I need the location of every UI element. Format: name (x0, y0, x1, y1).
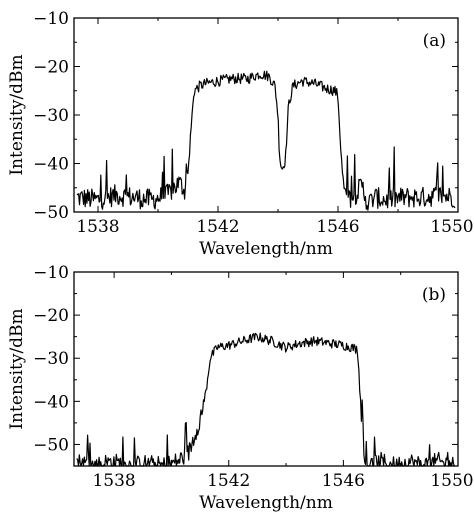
series-line (76, 332, 456, 467)
plot-frame (73, 17, 459, 213)
x-tick-label: 1538 (92, 471, 135, 491)
panel-a: −10 −20 −30 −40 −50 1538 1542 1546 1550 Wavelengt… (7, 9, 474, 259)
x-axis-label: Wavelength/nm (199, 493, 333, 513)
y-tick-label: −40 (33, 155, 69, 175)
x-tick-label: 1542 (207, 471, 250, 491)
x-tick-label: 1550 (430, 471, 473, 491)
y-tick-label: −50 (33, 203, 69, 223)
plot-frame (73, 271, 459, 467)
y-tick-label: −10 (33, 9, 69, 29)
panel-label: (a) (423, 31, 446, 51)
panel-b: −10 −20 −30 −40 −50 1538 1542 1546 1550 Wavelengt… (7, 263, 474, 513)
y-axis-label: Intensity/dBm (7, 308, 27, 429)
y-tick-label: −10 (33, 263, 69, 283)
series-line (76, 70, 456, 211)
panel-label: (b) (422, 285, 446, 305)
y-tick-label: −30 (33, 349, 69, 369)
y-tick-label: −40 (33, 392, 69, 412)
y-tick-label: −20 (33, 58, 69, 78)
x-tick-label: 1546 (316, 217, 359, 237)
x-tick-label: 1538 (76, 217, 119, 237)
y-axis-label: Intensity/dBm (7, 54, 27, 175)
x-tick-label: 1550 (430, 217, 473, 237)
y-tick-label: −50 (33, 435, 69, 455)
x-axis-label: Wavelength/nm (199, 239, 333, 259)
y-tick-label: −20 (33, 306, 69, 326)
x-tick-label: 1546 (322, 471, 365, 491)
x-tick-label: 1542 (196, 217, 239, 237)
y-tick-label: −30 (33, 106, 69, 126)
